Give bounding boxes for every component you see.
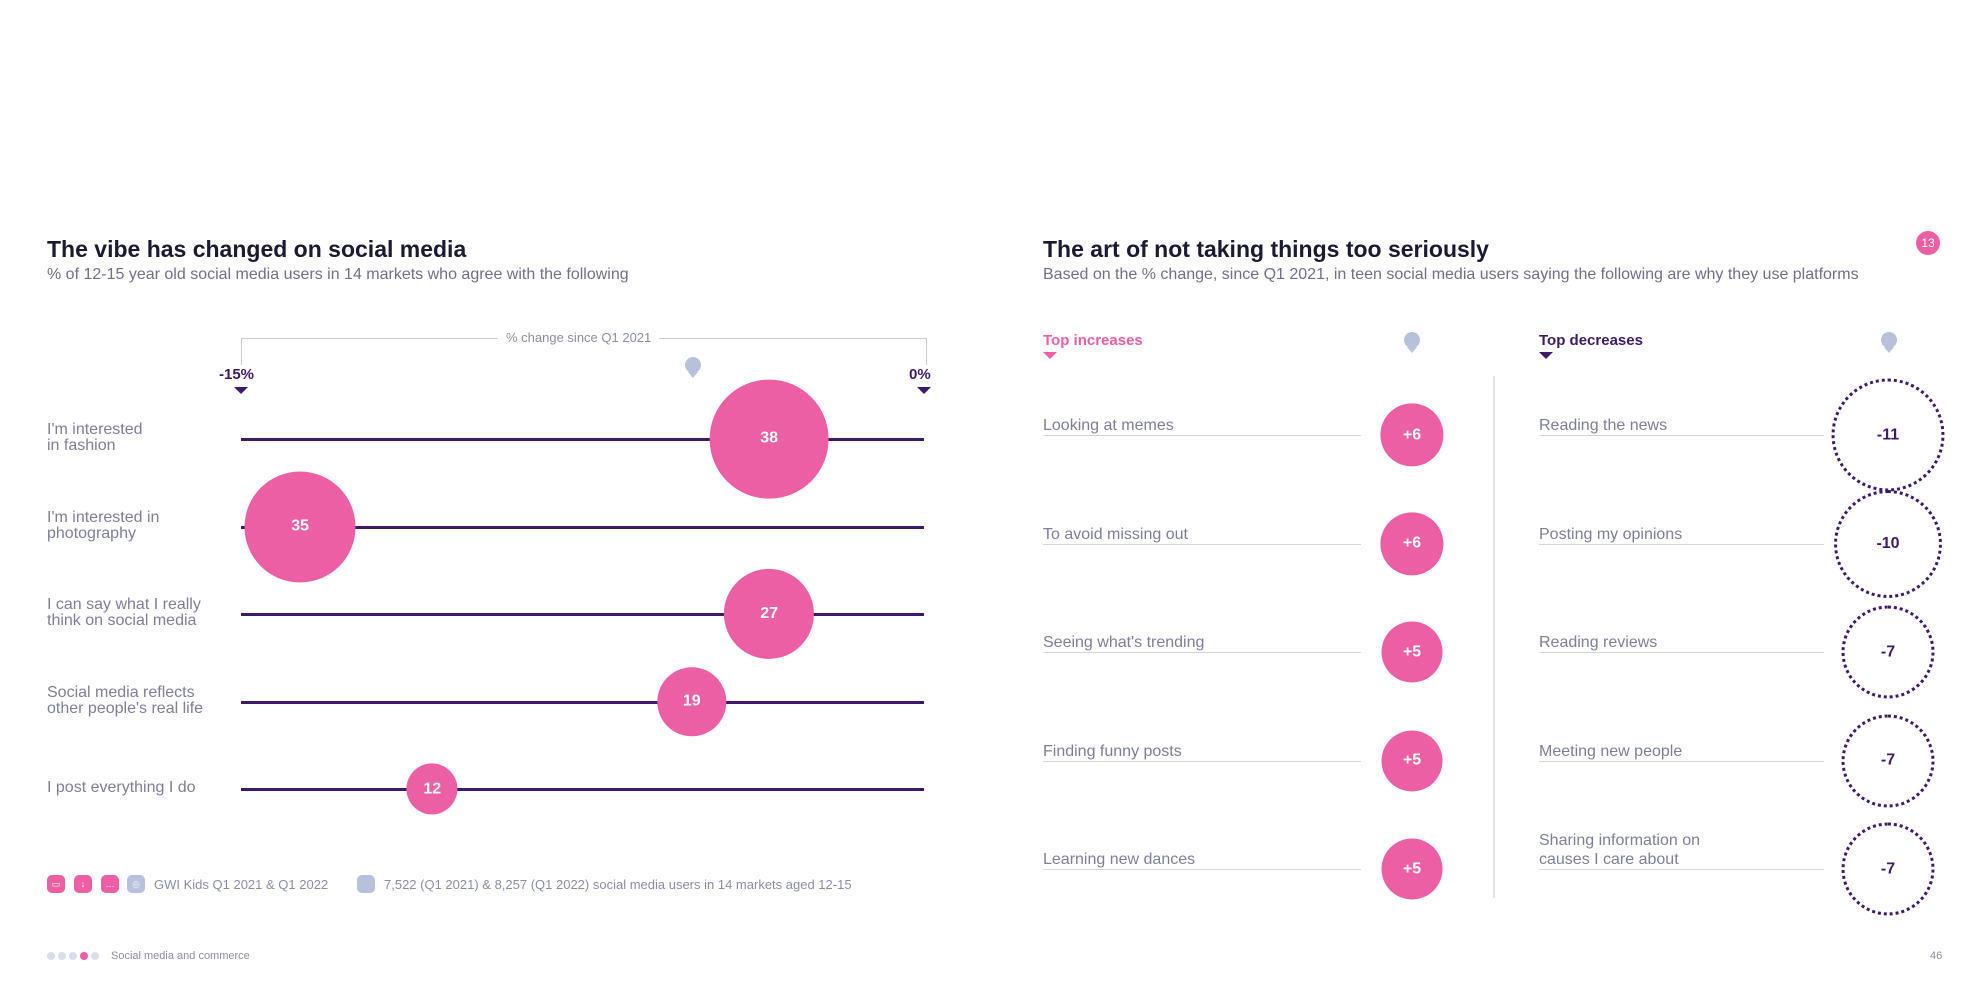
- section-progress-dots: [47, 952, 99, 960]
- increase-underline: [1043, 869, 1361, 870]
- increases-marker: [1043, 352, 1057, 359]
- increase-label: Finding funny posts: [1043, 742, 1182, 760]
- decrease-underline: [1539, 435, 1824, 436]
- increase-value-circle: +6: [1380, 511, 1444, 576]
- increase-label: Learning new dances: [1043, 851, 1196, 868]
- decrease-underline: [1539, 543, 1824, 545]
- row-track: [241, 525, 924, 529]
- top-increases-header: Top increases: [1043, 332, 1143, 349]
- left-chart-subtitle: % of 12-15 year old social media users i…: [47, 266, 629, 283]
- top-decreases-header: Top decreases: [1539, 332, 1643, 349]
- decrease-underline: [1539, 652, 1824, 653]
- data-bubble: 35: [244, 471, 356, 582]
- axis-min-marker: [234, 387, 248, 394]
- increase-underline: [1043, 652, 1361, 653]
- increase-value-circle: +6: [1380, 403, 1444, 467]
- increase-value-circle: +5: [1381, 730, 1443, 791]
- source-text: GWI Kids Q1 2021 & Q1 2022: [154, 877, 329, 892]
- axis-caption: % change since Q1 2021: [498, 330, 660, 345]
- globe-icon: ◎: [127, 875, 145, 893]
- chart-number-badge: 13: [1916, 231, 1940, 255]
- location-pin-icon: [685, 357, 701, 378]
- decrease-label: Reading the news: [1539, 417, 1668, 434]
- row-label: I can say what I really think on social …: [47, 596, 201, 629]
- decreases-pin-icon: [1881, 332, 1897, 353]
- people-icon: [357, 875, 375, 893]
- axis-min-label: -15%: [219, 366, 255, 383]
- data-bubble: 27: [724, 568, 815, 660]
- increase-underline: [1043, 435, 1361, 436]
- chat-icon: …: [101, 875, 119, 893]
- decrease-underline: [1539, 869, 1824, 870]
- increase-label: Looking at memes: [1043, 417, 1174, 434]
- decrease-underline: [1539, 760, 1824, 762]
- column-divider: [1493, 376, 1495, 898]
- decrease-value-circle: -7: [1841, 714, 1935, 807]
- sample-size-text: 7,522 (Q1 2021) & 8,257 (Q1 2022) social…: [384, 877, 852, 892]
- decreases-marker: [1539, 352, 1553, 359]
- row-track: [241, 438, 924, 441]
- data-bubble: 12: [406, 763, 458, 815]
- smartphone-icon: ▭: [47, 875, 65, 893]
- data-bubble: 38: [709, 379, 829, 499]
- decrease-value-circle: -11: [1831, 378, 1945, 492]
- increase-label: To avoid missing out: [1043, 525, 1188, 543]
- decrease-value-circle: -7: [1841, 605, 1935, 699]
- decrease-label: Sharing information on causes I care abo…: [1539, 832, 1700, 868]
- right-chart-title: The art of not taking things too serious…: [1043, 236, 1489, 262]
- data-bubble: 19: [657, 666, 727, 737]
- row-label: I post everything I do: [47, 779, 196, 796]
- download-icon: ↓: [74, 875, 92, 893]
- increase-value-circle: +5: [1381, 838, 1443, 900]
- increase-underline: [1043, 543, 1361, 545]
- increase-value-circle: +5: [1381, 621, 1443, 683]
- increase-underline: [1043, 760, 1361, 762]
- axis-max-marker: [917, 387, 931, 394]
- row-track: [241, 788, 924, 791]
- right-chart-subtitle: Based on the % change, since Q1 2021, in…: [1043, 266, 1859, 283]
- row-label: Social media reflects other people's rea…: [47, 683, 204, 717]
- row-label: I'm interested in fashion: [47, 421, 143, 454]
- increase-label: Seeing what's trending: [1043, 634, 1205, 651]
- axis-max-label: 0%: [909, 366, 931, 383]
- decrease-value-circle: -7: [1841, 822, 1935, 916]
- row-track: [241, 613, 924, 616]
- row-label: I'm interested in photography: [47, 508, 160, 542]
- increases-pin-icon: [1404, 332, 1420, 353]
- left-chart-title: The vibe has changed on social media: [47, 236, 467, 262]
- decrease-label: Meeting new people: [1539, 742, 1683, 760]
- decrease-value-circle: -10: [1834, 489, 1942, 598]
- decrease-label: Reading reviews: [1539, 634, 1658, 651]
- page-number: 46: [1930, 950, 1943, 962]
- decrease-label: Posting my opinions: [1539, 525, 1683, 543]
- section-name: Social media and commerce: [111, 950, 250, 962]
- row-track: [241, 700, 924, 704]
